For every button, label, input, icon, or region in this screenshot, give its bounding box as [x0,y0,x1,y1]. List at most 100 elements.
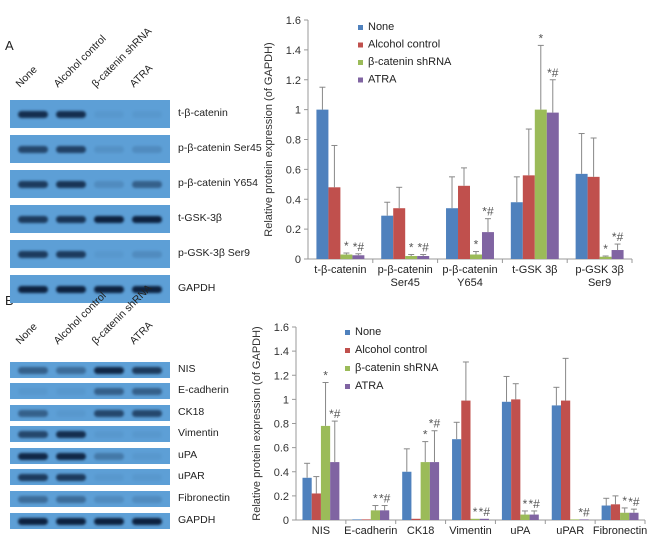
bar [461,400,471,520]
significance-mark: *# [529,497,541,511]
x-tick-label: t-β-catenin [314,264,366,276]
significance-mark: *# [612,230,624,244]
lane-label: ATRA [127,319,156,347]
lane-label: ATRA [127,62,156,90]
significance-mark: *# [379,492,391,506]
y-tick-label: 1.2 [286,75,301,87]
bar [546,112,559,259]
blot-strip [10,426,170,442]
blot-band [132,387,162,395]
significance-mark: *# [353,240,365,254]
blot-band [94,285,124,293]
blot-band [18,452,48,460]
blot-band [94,145,124,153]
bar [529,514,539,520]
x-tick-label: p-β-catenin [442,264,497,276]
y-tick-label: 0.8 [274,419,289,431]
blot-band [132,250,162,258]
bar [311,493,321,520]
bar [320,425,331,520]
significance-mark: * [423,428,428,442]
bar [510,202,523,259]
x-tick-label: p-GSK 3β [575,264,624,276]
blot-band [94,366,124,374]
x-tick-label: Fibronectin [593,525,647,537]
blot-band [18,409,48,417]
bar [579,519,589,520]
blot-strip [10,513,170,529]
bar [352,519,362,520]
blot-band [18,517,48,525]
y-tick-label: 1 [283,394,289,406]
legend-swatch [358,77,363,83]
bar [380,510,390,520]
blot-band [56,366,86,374]
blot-band [94,215,124,223]
legend-swatch [345,330,350,335]
significance-mark: *# [429,417,441,431]
blot-band [94,495,124,503]
bar [551,405,561,520]
blot-band [94,250,124,258]
y-axis-label: Relative protein expression (of GAPDH) [263,42,275,236]
bar [302,477,312,520]
blot-band [18,180,48,188]
blot-label: t-β-catenin [178,107,228,119]
x-tick-label: uPAR [556,525,584,537]
blot-band [132,430,162,438]
bar [420,462,430,520]
blot-band [56,285,86,293]
bar [330,462,340,520]
significance-mark: * [473,505,478,519]
blot-band [18,110,48,118]
blot-band [18,473,48,481]
blot-band [132,452,162,460]
blot-band [18,145,48,153]
blot-band [132,473,162,481]
significance-mark: *# [418,241,430,255]
blot-label: GAPDH [178,282,216,294]
significance-mark: *# [479,505,491,519]
blot-label: CK18 [178,406,205,418]
x-tick-label: E-cadherin [344,525,397,537]
blot-band [132,110,162,118]
blot-band [132,215,162,223]
blot-band [56,387,86,395]
blot-band [56,495,86,503]
legend-label: ATRA [368,74,397,86]
blot-band [18,366,48,374]
y-tick-label: 1 [295,105,301,117]
legend-swatch [358,60,363,65]
bar [340,254,353,259]
bar [570,519,580,520]
bar [479,518,489,520]
bar [620,512,630,520]
bar [534,109,547,259]
blot-strip [10,205,170,233]
legend-swatch [358,42,363,48]
legend-label: Alcohol control [355,344,427,356]
y-tick-label: 0.4 [274,467,289,479]
legend-label: ATRA [355,380,384,392]
bar [470,518,480,520]
blot-strip [10,362,170,378]
significance-mark: * [538,31,543,45]
blot-band [18,215,48,223]
blot-band [94,473,124,481]
bar [452,439,462,520]
blot-strip [10,170,170,198]
x-tick-label: uPA [510,525,531,537]
blot-band [94,430,124,438]
panel-b-label: B [5,293,14,308]
blot-band [94,180,124,188]
bar [328,187,341,259]
blot-strip [10,275,170,303]
bar [511,399,521,520]
y-tick-label: 0.2 [274,491,289,503]
y-tick-label: 0.2 [286,224,301,236]
x-tick-label: Ser9 [588,277,611,289]
blot-strip [10,135,170,163]
blot-band [18,495,48,503]
bar [522,175,535,259]
